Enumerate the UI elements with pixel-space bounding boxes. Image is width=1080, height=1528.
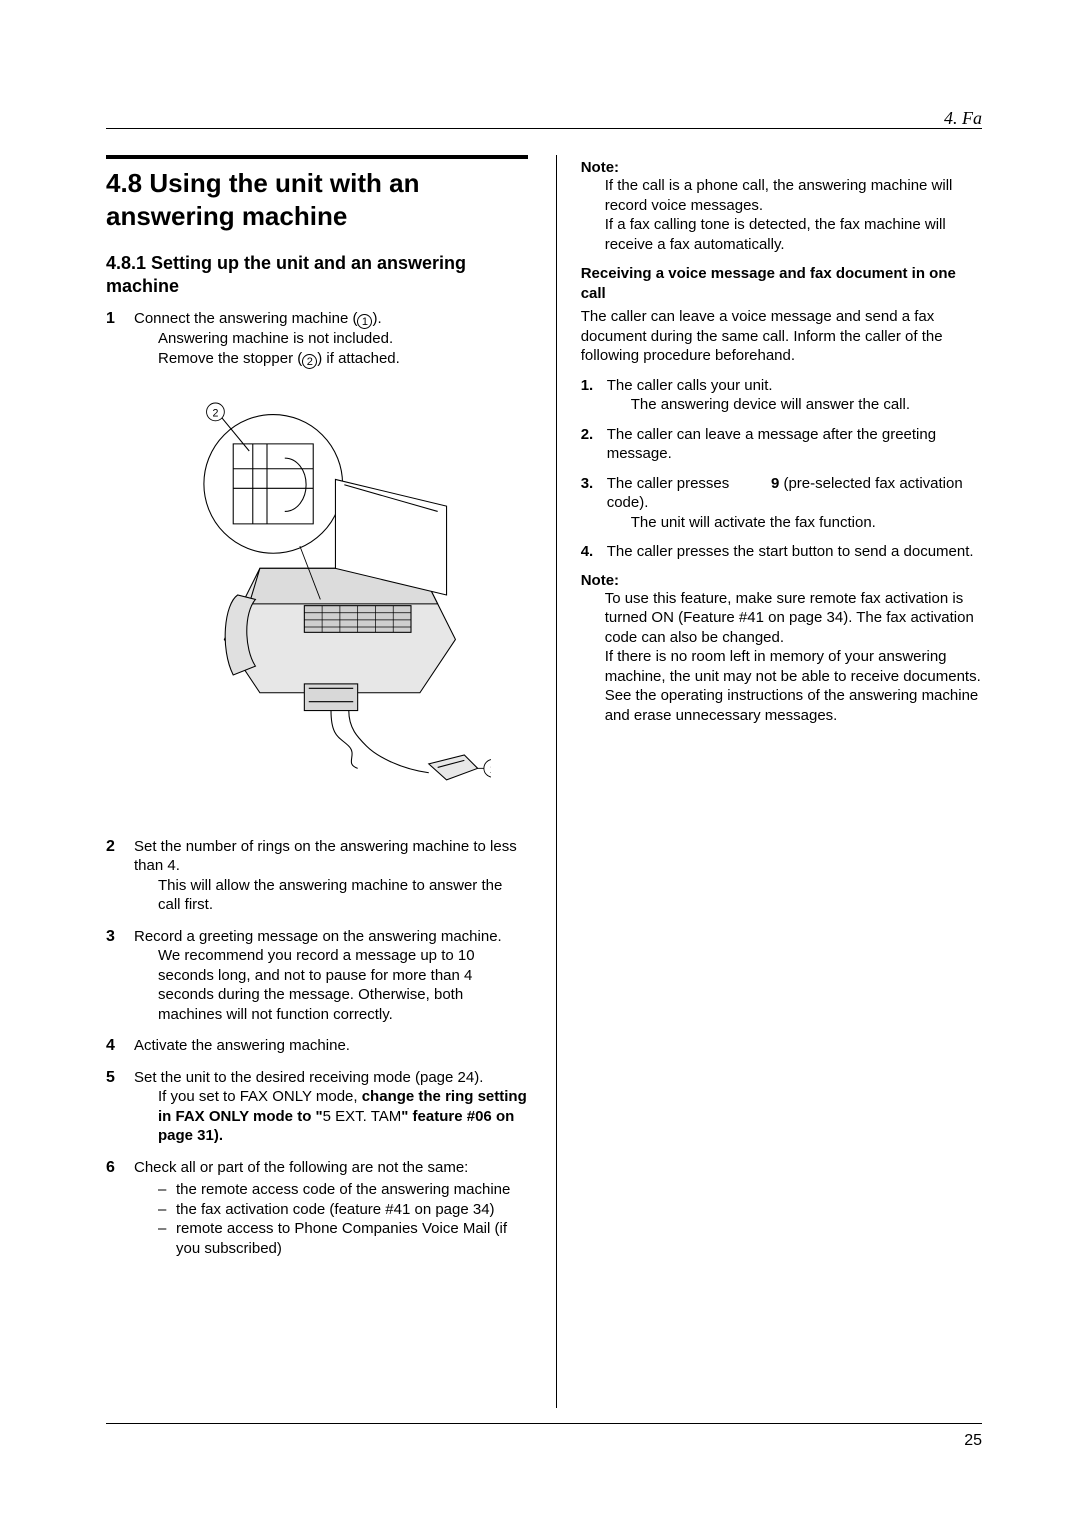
chapter-header: 4. Fa <box>944 108 982 129</box>
step-text: Connect the answering machine (1). <box>134 310 382 327</box>
paragraph: The caller can leave a voice message and… <box>581 307 982 366</box>
subsection-title: 4.8.1 Setting up the unit and an answeri… <box>106 252 528 297</box>
step-subtext: This will allow the answering machine to… <box>134 876 528 915</box>
svg-text:2: 2 <box>212 407 218 419</box>
step-text: Check all or part of the following are n… <box>134 1159 468 1176</box>
caller-steps: 1. The caller calls your unit. The answe… <box>581 376 982 562</box>
dash-item: remote access to Phone Companies Voice M… <box>158 1219 528 1258</box>
note-label: Note: <box>581 572 982 589</box>
note-body: To use this feature, make sure remote fa… <box>581 589 982 726</box>
caller-step-4: 4. The caller presses the start button t… <box>581 542 982 562</box>
step-number: 1 <box>106 309 115 330</box>
fax-machine-svg: 2 1 <box>171 375 491 815</box>
step-subtext: The unit will activate the fax function. <box>607 513 982 533</box>
step-marker: 3. <box>581 474 594 494</box>
step-4: 4 Activate the answering machine. <box>106 1036 528 1056</box>
step-1: 1 Connect the answering machine (1). Ans… <box>106 309 528 825</box>
top-rule <box>106 128 982 129</box>
step-subtext: Remove the stopper (2) if attached. <box>134 349 528 369</box>
sub-heading: Receiving a voice message and fax docume… <box>581 264 982 303</box>
step-6: 6 Check all or part of the following are… <box>106 1158 528 1259</box>
step-text: Set the number of rings on the answering… <box>134 838 517 875</box>
step-number: 2 <box>106 837 115 858</box>
step-text: Activate the answering machine. <box>134 1037 350 1054</box>
dash-item: the remote access code of the answering … <box>158 1180 528 1200</box>
note-label: Note: <box>581 159 982 176</box>
circled-1-icon: 1 <box>357 314 372 329</box>
left-column: 4.8 Using the unit with an answering mac… <box>106 155 532 1408</box>
caller-step-1: 1. The caller calls your unit. The answe… <box>581 376 982 415</box>
step-text: Record a greeting message on the answeri… <box>134 928 502 945</box>
fax-machine-figure: 2 1 <box>134 375 528 825</box>
step-subtext: We recommend you record a message up to … <box>134 946 528 1024</box>
page-number: 25 <box>964 1432 982 1450</box>
content-columns: 4.8 Using the unit with an answering mac… <box>106 155 982 1408</box>
step-6-sublist: the remote access code of the answering … <box>134 1180 528 1258</box>
step-number: 4 <box>106 1036 115 1057</box>
step-number: 6 <box>106 1158 115 1179</box>
step-number: 3 <box>106 927 115 948</box>
bottom-rule <box>106 1423 982 1424</box>
step-marker: 2. <box>581 425 594 445</box>
caller-step-2: 2. The caller can leave a message after … <box>581 425 982 464</box>
step-marker: 4. <box>581 542 594 562</box>
step-number: 5 <box>106 1068 115 1089</box>
section-title: 4.8 Using the unit with an answering mac… <box>106 167 528 232</box>
page: 4. Fa 4.8 Using the unit with an answeri… <box>0 0 1080 1528</box>
step-subtext: Answering machine is not included. <box>134 329 528 349</box>
step-3: 3 Record a greeting message on the answe… <box>106 927 528 1025</box>
dash-item: the fax activation code (feature #41 on … <box>158 1200 528 1220</box>
step-text: Set the unit to the desired receiving mo… <box>134 1069 483 1086</box>
svg-text:1: 1 <box>490 763 491 775</box>
step-2: 2 Set the number of rings on the answeri… <box>106 837 528 915</box>
right-column: Note: If the call is a phone call, the a… <box>556 155 982 1408</box>
step-5: 5 Set the unit to the desired receiving … <box>106 1068 528 1146</box>
step-subtext: If you set to FAX ONLY mode, change the … <box>134 1087 528 1146</box>
section-rule <box>106 155 528 159</box>
circled-2-icon: 2 <box>302 354 317 369</box>
setup-steps: 1 Connect the answering machine (1). Ans… <box>106 309 528 1258</box>
step-subtext: The answering device will answer the cal… <box>607 395 982 415</box>
step-marker: 1. <box>581 376 594 396</box>
caller-step-3: 3. The caller presses 9 (pre-selected fa… <box>581 474 982 533</box>
note-body: If the call is a phone call, the answeri… <box>581 176 982 254</box>
